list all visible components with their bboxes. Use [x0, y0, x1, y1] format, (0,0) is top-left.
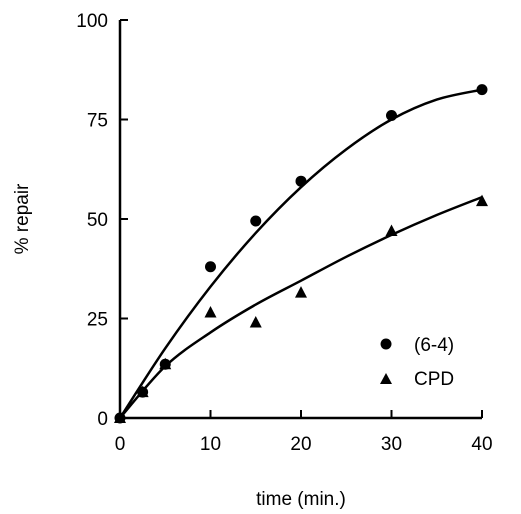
point-series-2-5 — [295, 286, 307, 298]
point-series-2-3 — [204, 306, 217, 318]
x-tick-label-0: 0 — [115, 434, 126, 455]
point-series-2-7 — [476, 194, 488, 207]
legend-label-series-1: (6-4) — [414, 335, 454, 356]
x-axis-ticks: 0 10 20 30 40 — [115, 410, 493, 455]
point-series-2-2 — [159, 357, 172, 370]
point-series-1-5 — [295, 175, 307, 187]
legend: (6-4) CPD — [380, 335, 454, 390]
y-tick-label-1: 25 — [87, 310, 108, 331]
point-series-2-4 — [249, 315, 262, 328]
point-series-1-7 — [476, 84, 488, 96]
data-points — [114, 84, 488, 424]
x-axis-label: time (min.) — [256, 489, 346, 510]
point-series-1-3 — [205, 261, 216, 273]
fit-curve-series-2 — [119, 195, 483, 419]
fit-curve-series-1 — [118, 88, 483, 419]
x-tick-label-3: 30 — [381, 434, 402, 455]
y-tick-label-2: 50 — [87, 210, 108, 231]
fit-curves — [118, 88, 483, 419]
y-tick-label-4: 100 — [76, 11, 108, 32]
point-series-2-0 — [114, 411, 126, 423]
legend-circle-marker — [380, 338, 392, 350]
point-series-1-6 — [386, 110, 397, 122]
y-tick-label-0: 0 — [97, 409, 108, 430]
point-series-2-1 — [136, 385, 149, 398]
legend-triangle-marker — [380, 373, 392, 384]
legend-label-series-2: CPD — [414, 369, 454, 390]
point-series-1-4 — [250, 215, 262, 227]
x-tick-label-4: 40 — [471, 434, 492, 455]
point-series-2-6 — [385, 224, 398, 236]
y-axis-label: % repair — [12, 183, 33, 254]
y-tick-label-3: 75 — [87, 111, 108, 132]
y-axis-ticks: 0 25 50 75 100 — [76, 11, 128, 430]
x-tick-label-1: 10 — [200, 434, 221, 455]
x-tick-label-2: 20 — [290, 434, 311, 455]
